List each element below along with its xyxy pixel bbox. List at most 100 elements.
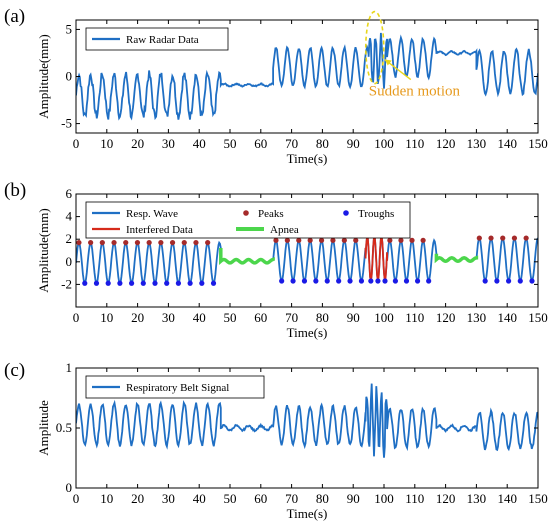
x-tick-label: 30 — [162, 310, 175, 325]
x-axis-label: Time(s) — [287, 506, 328, 521]
trough-marker — [210, 280, 217, 286]
x-tick-label: 20 — [131, 136, 144, 151]
trough-marker — [140, 280, 146, 286]
x-tick-label: 0 — [73, 136, 80, 151]
trough-marker — [347, 278, 353, 284]
legend-marker — [343, 210, 349, 216]
peak-marker — [88, 239, 94, 246]
peak-marker — [318, 237, 325, 243]
peak-marker — [387, 237, 393, 243]
peak-marker — [398, 237, 404, 243]
x-tick-label: 130 — [467, 491, 487, 506]
peak-marker — [134, 239, 141, 246]
interfered-segment — [364, 235, 388, 282]
x-tick-label: 80 — [316, 310, 329, 325]
x-tick-label: 110 — [405, 491, 424, 506]
peak-marker — [284, 237, 290, 243]
y-axis-label: Amplitude — [36, 400, 51, 456]
trough-marker — [117, 280, 123, 286]
trough-marker — [382, 278, 388, 284]
peak-marker — [76, 239, 82, 246]
y-tick-label: 1 — [66, 360, 73, 375]
x-tick-label: 40 — [193, 310, 206, 325]
peak-marker — [273, 237, 279, 243]
panel-label: (c) — [4, 360, 25, 381]
legend: Resp. Wave Peaks Troughs Interfered Data Apn… — [85, 201, 411, 239]
trough-marker — [375, 278, 381, 284]
x-tick-label: 40 — [193, 491, 206, 506]
trough-marker — [505, 278, 512, 284]
y-tick-label: 0 — [66, 254, 73, 269]
legend-label: Respiratory Belt Signal — [126, 382, 229, 394]
x-tick-label: 10 — [100, 491, 113, 506]
peak-marker — [111, 239, 117, 246]
x-tick-label: 90 — [347, 491, 360, 506]
trough-marker — [187, 280, 193, 286]
legend-box — [85, 201, 411, 239]
trough-marker — [494, 278, 500, 284]
peak-marker — [341, 237, 347, 243]
x-tick-label: 60 — [254, 136, 267, 151]
y-tick-label: 6 — [66, 186, 73, 201]
panel-label: (b) — [4, 180, 26, 201]
trough-marker — [175, 280, 182, 286]
x-tick-label: 40 — [193, 136, 206, 151]
legend-label: Apnea — [270, 224, 299, 236]
x-tick-label: 140 — [497, 310, 517, 325]
x-tick-label: 120 — [436, 491, 456, 506]
trough-marker — [313, 278, 319, 284]
x-tick-label: 60 — [254, 491, 267, 506]
trough-marker — [414, 278, 421, 284]
x-tick-label: 130 — [467, 136, 487, 151]
plot-area — [76, 233, 538, 286]
x-tick-label: 90 — [347, 136, 360, 151]
x-tick-label: 80 — [316, 491, 329, 506]
x-tick-label: 50 — [224, 491, 237, 506]
x-tick-label: 100 — [374, 136, 394, 151]
trough-marker — [290, 278, 296, 284]
x-tick-label: 0 — [73, 491, 80, 506]
trough-marker — [358, 278, 365, 284]
x-tick-label: 110 — [405, 136, 424, 151]
legend: Respiratory Belt Signal — [85, 375, 265, 399]
peak-marker — [181, 239, 187, 246]
legend-marker — [243, 210, 249, 216]
x-tick-label: 90 — [347, 310, 360, 325]
y-tick-label: 0.5 — [56, 420, 72, 435]
peak-marker — [420, 237, 426, 243]
x-tick-label: 20 — [131, 310, 144, 325]
y-tick-label: -2 — [61, 276, 72, 291]
trough-marker — [164, 280, 170, 286]
peak-marker — [330, 237, 336, 243]
x-tick-label: 70 — [285, 136, 298, 151]
x-axis-label: Time(s) — [287, 325, 328, 340]
peak-marker — [99, 239, 105, 246]
plot-area — [76, 383, 538, 458]
x-tick-label: 50 — [224, 136, 237, 151]
legend-label: Interfered Data — [126, 224, 193, 236]
legend-box — [85, 375, 265, 399]
motion-highlight — [364, 10, 385, 85]
x-tick-label: 70 — [285, 310, 298, 325]
y-tick-label: 0 — [66, 480, 73, 495]
legend-box — [85, 27, 229, 51]
legend-label: Resp. Wave — [126, 208, 178, 220]
arrow-head — [384, 59, 392, 66]
peak-marker — [158, 239, 164, 246]
x-tick-label: 140 — [497, 136, 517, 151]
peak-marker — [476, 235, 482, 241]
peak-marker — [169, 239, 176, 246]
x-tick-label: 150 — [528, 491, 548, 506]
apnea-segment — [434, 253, 479, 264]
trough-marker — [152, 280, 158, 286]
y-tick-label: 5 — [66, 21, 73, 36]
x-tick-label: 140 — [497, 491, 517, 506]
trough-marker — [529, 278, 535, 284]
panel-2: (b)0 10 20 30 40 50 60 70 80 90 100 110 120 130 140 150… — [4, 180, 548, 340]
x-tick-label: 10 — [100, 310, 113, 325]
trough-marker — [82, 280, 88, 286]
x-tick-label: 30 — [162, 136, 175, 151]
trough-marker — [128, 280, 135, 286]
x-tick-label: 30 — [162, 491, 175, 506]
x-tick-label: 100 — [374, 310, 394, 325]
